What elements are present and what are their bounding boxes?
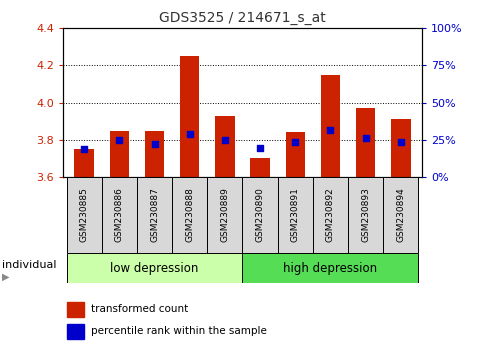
Text: individual: individual	[2, 259, 57, 270]
Point	[185, 131, 193, 137]
FancyBboxPatch shape	[277, 177, 312, 253]
FancyBboxPatch shape	[136, 177, 172, 253]
Bar	[66, 302, 84, 317]
Title: GDS3525 / 214671_s_at: GDS3525 / 214671_s_at	[159, 11, 325, 24]
Text: percentile rank within the sample: percentile rank within the sample	[91, 326, 266, 336]
FancyBboxPatch shape	[66, 253, 242, 283]
Bar	[215, 116, 234, 177]
Point	[291, 139, 299, 144]
Text: GSM230893: GSM230893	[361, 188, 369, 242]
Text: GSM230891: GSM230891	[290, 188, 299, 242]
Text: high depression: high depression	[283, 262, 377, 275]
Bar	[109, 131, 129, 177]
Point	[80, 146, 88, 152]
Bar	[145, 131, 164, 177]
Text: low depression: low depression	[110, 262, 198, 275]
Text: GSM230890: GSM230890	[255, 188, 264, 242]
FancyBboxPatch shape	[348, 177, 382, 253]
FancyBboxPatch shape	[382, 177, 418, 253]
FancyBboxPatch shape	[102, 177, 136, 253]
Point	[256, 145, 263, 151]
FancyBboxPatch shape	[242, 177, 277, 253]
Text: ▶: ▶	[2, 272, 10, 282]
Point	[326, 127, 333, 132]
Point	[151, 141, 158, 147]
Text: GSM230892: GSM230892	[325, 188, 334, 242]
Bar	[285, 132, 304, 177]
Point	[221, 137, 228, 143]
FancyBboxPatch shape	[312, 177, 348, 253]
Text: GSM230888: GSM230888	[185, 188, 194, 242]
FancyBboxPatch shape	[242, 253, 418, 283]
Text: GSM230887: GSM230887	[150, 188, 159, 242]
Point	[361, 135, 369, 141]
Text: GSM230886: GSM230886	[115, 188, 123, 242]
FancyBboxPatch shape	[207, 177, 242, 253]
Text: GSM230889: GSM230889	[220, 188, 229, 242]
Text: GSM230894: GSM230894	[395, 188, 405, 242]
Bar	[250, 158, 269, 177]
Bar	[180, 56, 199, 177]
Bar	[355, 108, 375, 177]
Point	[115, 137, 123, 143]
Point	[396, 139, 404, 144]
Bar	[391, 119, 409, 177]
Bar	[320, 75, 339, 177]
Bar	[66, 324, 84, 339]
FancyBboxPatch shape	[66, 177, 102, 253]
FancyBboxPatch shape	[172, 177, 207, 253]
Text: GSM230885: GSM230885	[79, 188, 89, 242]
Bar	[75, 149, 93, 177]
Text: transformed count: transformed count	[91, 304, 188, 314]
